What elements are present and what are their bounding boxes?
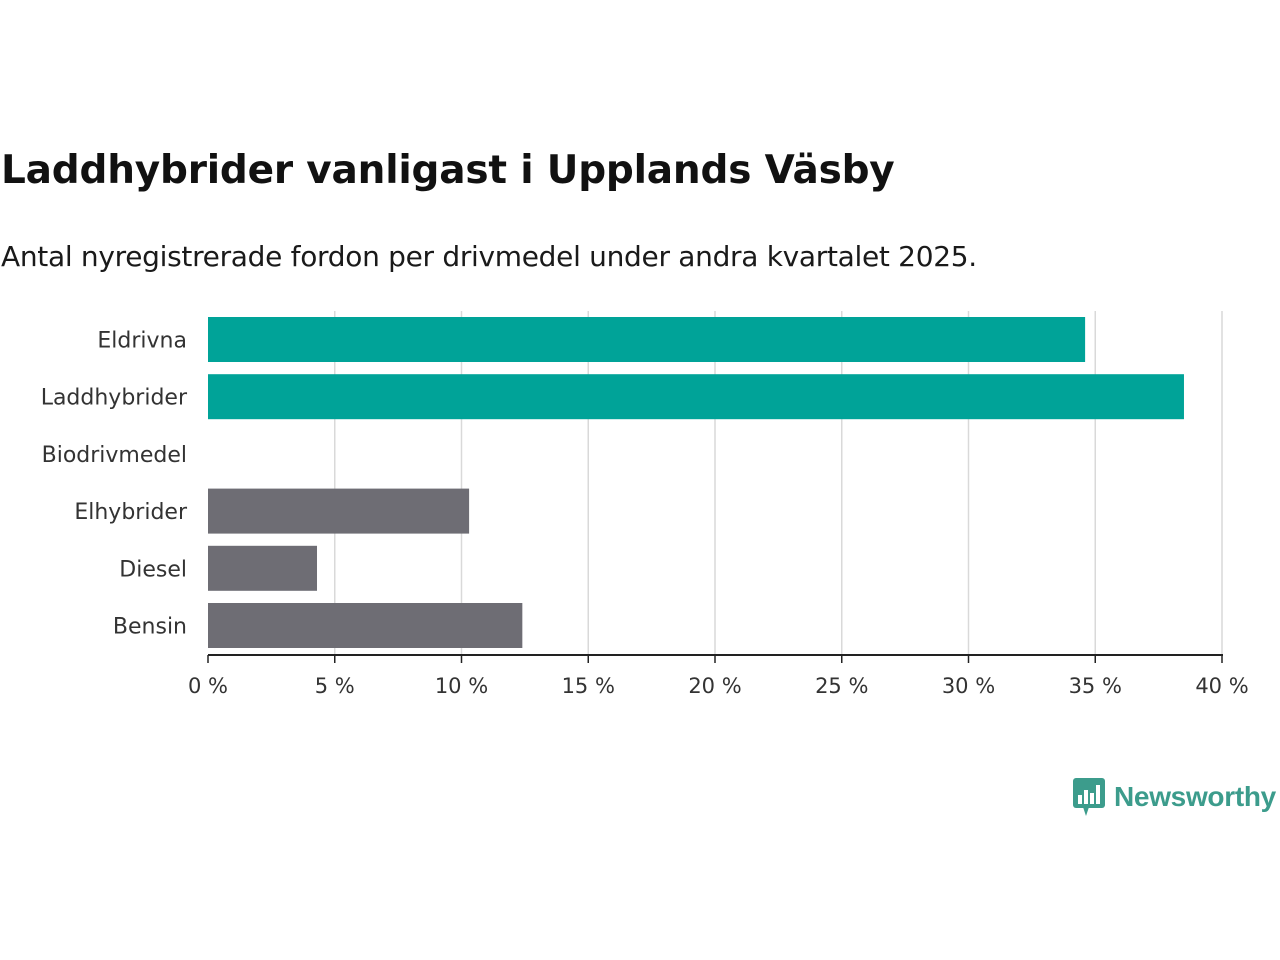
newsworthy-logo-icon: [1073, 778, 1105, 816]
category-label: Bensin: [113, 615, 187, 640]
x-tick-label: 15 %: [562, 674, 615, 698]
gridlines: [334, 311, 1223, 655]
x-tick-label: 0 %: [188, 674, 228, 698]
category-label: Elhybrider: [74, 500, 188, 525]
bar-diesel: [208, 545, 318, 591]
brand-name: Newsworthy: [1114, 781, 1276, 812]
x-axis: 0 % 5 % 10 % 15 % 20 % 25 % 30 % 35 % 40 %: [188, 654, 1249, 698]
x-tick-label: 30 %: [942, 674, 995, 698]
chart-subtitle: Antal nyregistrerade fordon per drivmede…: [1, 240, 977, 273]
category-label: Eldrivna: [97, 329, 187, 354]
bar-elhybrider: [208, 488, 470, 534]
category-labels: Eldrivna Laddhybrider Biodrivmedel Elhybrid…: [41, 329, 188, 640]
x-tick-label: 40 %: [1195, 674, 1248, 698]
bar-laddhybrider: [208, 374, 1184, 420]
bar-bensin: [208, 603, 523, 648]
x-tick-label: 10 %: [435, 674, 488, 698]
x-tick-label: 25 %: [815, 674, 868, 698]
x-tick-label: 20 %: [688, 674, 741, 698]
category-label: Laddhybrider: [41, 386, 188, 411]
x-tick-label: 5 %: [315, 674, 355, 698]
category-label: Biodrivmedel: [42, 443, 187, 468]
x-tick-label: 35 %: [1069, 674, 1122, 698]
bar-eldrivna: [208, 317, 1086, 362]
category-label: Diesel: [119, 557, 187, 582]
bar-chart: Eldrivna Laddhybrider Biodrivmedel Elhybrid…: [41, 311, 1249, 698]
chart-title: Laddhybrider vanligast i Upplands Väsby: [1, 148, 895, 193]
brand-logo: Newsworthy: [1072, 776, 1276, 818]
bars: [208, 317, 1184, 648]
